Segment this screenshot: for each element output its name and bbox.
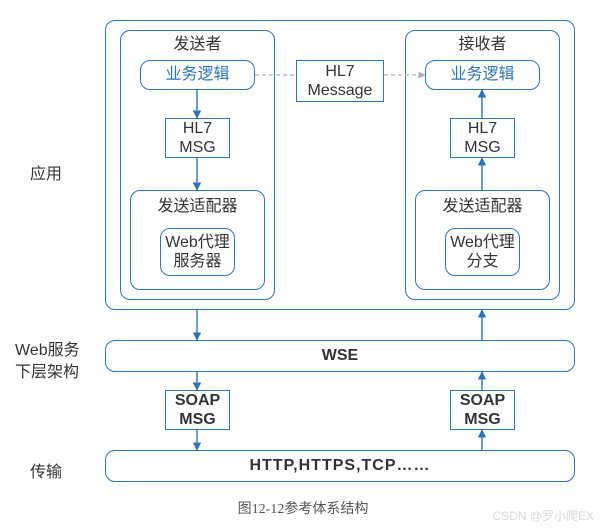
soap-msg-left: SOAP MSG bbox=[165, 390, 230, 430]
csdn-watermark: CSDN @罗小爬EX bbox=[492, 507, 594, 524]
receiver-title: 接收者 bbox=[406, 35, 559, 54]
web-layer-label: Web服务 下层架构 bbox=[15, 340, 80, 385]
sender-hl7msg: HL7 MSG bbox=[165, 118, 230, 158]
receiver-adapter-inner: Web代理 分支 bbox=[445, 228, 520, 276]
architecture-diagram: 发送者 接收者 HL7 Message 业务逻辑 业务逻辑 HL7 MSG HL… bbox=[0, 0, 606, 530]
wse-bar: WSE bbox=[105, 340, 575, 372]
receiver-adapter-title: 发送适配器 bbox=[416, 197, 549, 216]
soap-msg-right: SOAP MSG bbox=[450, 390, 515, 430]
receiver-hl7msg: HL7 MSG bbox=[450, 118, 515, 158]
transport-layer-label: 传输 bbox=[30, 458, 62, 482]
receiver-logic: 业务逻辑 bbox=[425, 60, 540, 90]
sender-adapter-title: 发送适配器 bbox=[131, 197, 264, 216]
hl7-message-node: HL7 Message bbox=[296, 60, 384, 102]
sender-adapter-inner: Web代理 服务器 bbox=[160, 228, 235, 276]
sender-logic: 业务逻辑 bbox=[140, 60, 255, 90]
sender-title: 发送者 bbox=[121, 35, 274, 54]
transport-bar: HTTP,HTTPS,TCP…… bbox=[105, 450, 575, 482]
app-layer-label: 应用 bbox=[30, 160, 62, 184]
